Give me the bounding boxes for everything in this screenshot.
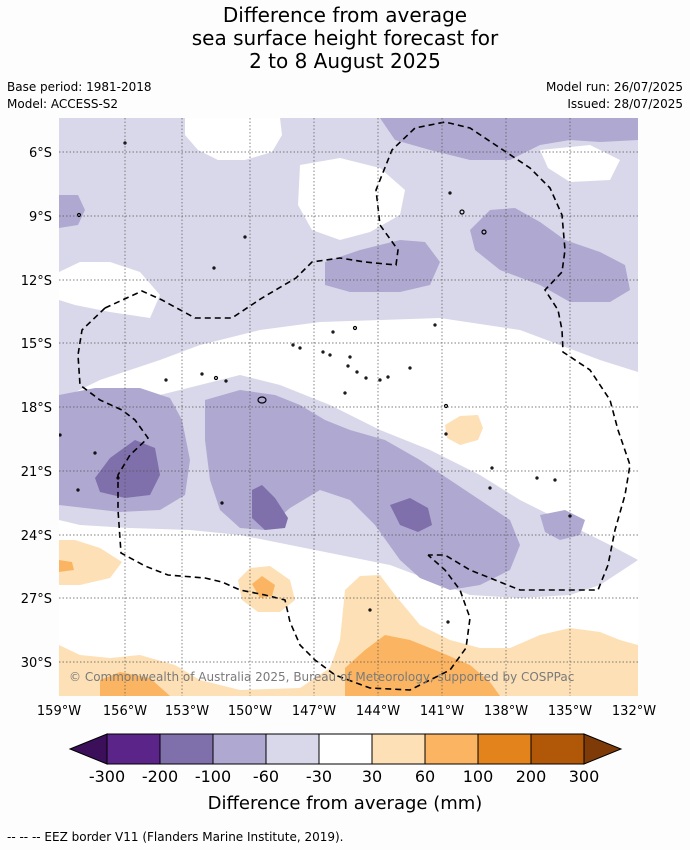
lon-label: 144°W <box>356 704 400 719</box>
colorbar-tick: 60 <box>415 767 435 786</box>
anomaly-fill-neutral <box>540 145 620 182</box>
islands <box>59 141 572 624</box>
colorbar-extend-low <box>68 733 108 765</box>
lon-label: 135°W <box>548 704 592 719</box>
anomaly-fill-medium-purple <box>59 118 638 590</box>
meta-right: Model run: 26/07/2025 Issued: 28/07/2025 <box>546 79 683 113</box>
colorbar-tick: -60 <box>253 767 279 786</box>
lon-label: 141°W <box>420 704 464 719</box>
anomaly-fill-dark-purple <box>95 440 432 532</box>
map-title: Difference from average sea surface heig… <box>0 4 690 73</box>
lat-label: 9°S <box>29 210 52 225</box>
colorbar-tick: -200 <box>142 767 178 786</box>
lat-label: 27°S <box>21 592 52 607</box>
lon-label: 156°W <box>103 704 147 719</box>
meta-left: Base period: 1981-2018 Model: ACCESS-S2 <box>7 79 152 113</box>
lon-label: 147°W <box>292 704 336 719</box>
copyright-text: © Commonwealth of Australia 2025, Bureau… <box>69 670 574 684</box>
eez-borders <box>77 121 631 691</box>
colorbar-swatch <box>318 733 373 765</box>
lat-label: 15°S <box>21 337 52 352</box>
anomaly-fill-neutral <box>59 262 160 318</box>
lon-label: 132°W <box>612 704 656 719</box>
model-run: Model run: 26/07/2025 <box>545 80 683 94</box>
model-name: Model: ACCESS-S2 <box>7 97 119 111</box>
base-period: Base period: 1981-2018 <box>7 80 152 94</box>
title-line-2: sea surface height forecast for <box>191 26 499 50</box>
latitude-labels: 6°S 9°S 12°S 15°S 18°S 21°S 24°S 27°S 30… <box>21 146 52 671</box>
colorbar-swatch <box>106 733 161 765</box>
title-line-1: Difference from average <box>222 3 468 27</box>
anomaly-fill-medium-orange <box>59 560 500 696</box>
lon-label: 138°W <box>484 704 528 719</box>
lon-label: 153°W <box>165 704 209 719</box>
lon-label: 150°W <box>228 704 272 719</box>
anomaly-fill-neutral <box>59 318 638 560</box>
lon-label: 159°W <box>37 704 81 719</box>
colorbar-swatch <box>212 733 267 765</box>
lat-label: 12°S <box>21 274 52 289</box>
colorbar-tick: 200 <box>516 767 547 786</box>
map-area: © Commonwealth of Australia 2025, Bureau… <box>59 118 638 696</box>
colorbar-tick: 100 <box>463 767 494 786</box>
colorbar-tick: -100 <box>195 767 231 786</box>
colorbar-swatch <box>265 733 320 765</box>
longitude-labels: 159°W 156°W 153°W 150°W 147°W 144°W 141°… <box>37 704 656 719</box>
anomaly-fill-neutral <box>185 118 282 160</box>
colorbar-swatch <box>530 733 585 765</box>
colorbar-swatch <box>159 733 214 765</box>
colorbar-label: Difference from average (mm) <box>208 793 483 814</box>
colorbar-swatch <box>371 733 426 765</box>
colorbar <box>68 733 623 765</box>
colorbar-ticks: -300 -200 -100 -60 -30 30 60 100 200 300 <box>89 767 599 786</box>
colorbar-swatch <box>424 733 479 765</box>
lat-label: 18°S <box>21 401 52 416</box>
colorbar-tick: 30 <box>362 767 382 786</box>
lat-label: 6°S <box>29 146 52 161</box>
issued-date: Issued: 28/07/2025 <box>567 97 683 111</box>
colorbar-tick: -300 <box>89 767 125 786</box>
colorbar-swatch <box>477 733 532 765</box>
colorbar-extend-high <box>583 733 623 765</box>
lat-label: 21°S <box>21 465 52 480</box>
lat-label: 24°S <box>21 529 52 544</box>
title-line-3: 2 to 8 August 2025 <box>249 49 441 73</box>
colorbar-tick: 300 <box>569 767 600 786</box>
lat-label: 30°S <box>21 656 52 671</box>
colorbar-tick: -30 <box>306 767 332 786</box>
eez-legend: -- -- -- EEZ border V11 (Flanders Marine… <box>7 830 344 844</box>
